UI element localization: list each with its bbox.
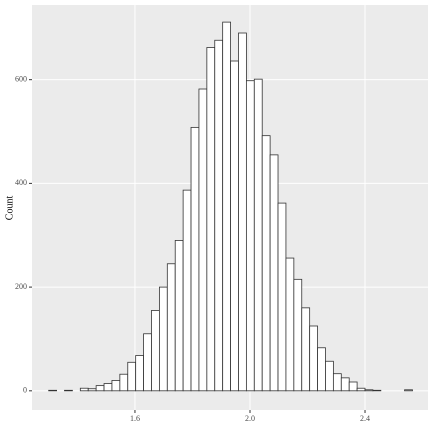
bar xyxy=(285,257,295,392)
bar xyxy=(198,88,208,392)
bar xyxy=(261,135,271,392)
bar xyxy=(190,126,200,392)
bar xyxy=(158,286,168,392)
bar xyxy=(95,385,105,392)
bar xyxy=(404,389,413,392)
bar xyxy=(293,278,303,392)
y-tick-label: 200 xyxy=(15,282,27,291)
bar xyxy=(364,389,374,392)
bar xyxy=(174,240,184,392)
y-tick-label: 400 xyxy=(15,178,27,187)
bar xyxy=(151,310,160,392)
bar xyxy=(332,373,342,392)
bar xyxy=(348,381,358,392)
bar xyxy=(301,307,311,392)
y-tick-label: 0 xyxy=(23,386,27,395)
bar xyxy=(214,39,224,392)
bar xyxy=(238,32,247,392)
y-tick-label: 600 xyxy=(15,75,27,84)
bar xyxy=(127,361,137,392)
bar xyxy=(340,377,350,392)
bar xyxy=(87,388,97,392)
bar xyxy=(64,389,73,392)
bar xyxy=(206,47,216,392)
bar xyxy=(143,333,152,392)
x-tick-label: 2.0 xyxy=(245,414,255,423)
x-tick-label: 2.4 xyxy=(360,414,370,423)
bar xyxy=(111,380,121,392)
bar xyxy=(372,389,382,392)
bar xyxy=(79,387,89,392)
bar xyxy=(253,78,263,392)
bar xyxy=(325,360,334,392)
bar xyxy=(166,263,176,392)
bar xyxy=(135,355,144,392)
bar xyxy=(222,21,231,392)
bar xyxy=(230,60,239,392)
bar xyxy=(269,154,279,392)
bar xyxy=(277,202,287,392)
y-axis-label: Count xyxy=(4,196,15,221)
bar xyxy=(48,389,57,392)
bar xyxy=(103,383,113,392)
bar xyxy=(182,189,192,392)
bar xyxy=(356,387,366,392)
bar xyxy=(317,347,326,392)
bar xyxy=(309,325,318,392)
bar xyxy=(119,373,129,392)
x-tick-label: 1.6 xyxy=(130,414,140,423)
bar xyxy=(245,80,255,392)
